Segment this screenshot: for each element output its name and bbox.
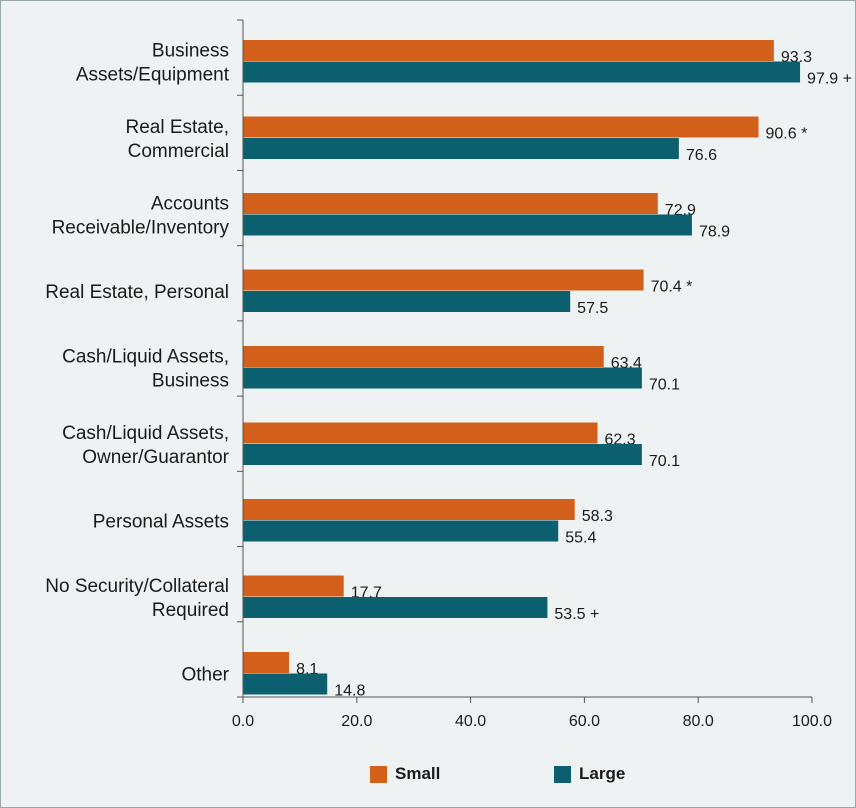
value-label-large-7: 53.5 + (554, 606, 599, 623)
bar-small-4 (243, 346, 604, 367)
bar-large-6 (243, 520, 559, 542)
category-label-1: Real Estate, Commercial (126, 117, 230, 162)
legend-swatch-small (370, 765, 387, 783)
bar-small-6 (243, 499, 575, 520)
value-label-large-3: 57.5 (577, 300, 608, 317)
x-tick-label-3: 60.0 (569, 713, 600, 730)
bar-large-0 (243, 61, 801, 83)
category-label-0: Business Assets/Equipment (76, 40, 230, 85)
value-label-small-1: 90.6 * (766, 126, 808, 143)
value-label-large-6: 55.4 (565, 530, 596, 547)
x-tick-label-1: 20.0 (341, 713, 372, 730)
x-tick-label-2: 40.0 (455, 713, 486, 730)
bar-large-3 (243, 291, 571, 312)
legend-label-small: Small (395, 764, 441, 783)
bar-small-7 (243, 575, 344, 597)
legend: Small Large (0, 764, 856, 788)
bar-large-4 (243, 367, 642, 389)
bar-large-8 (243, 673, 328, 695)
legend-label-large: Large (579, 764, 626, 783)
value-label-large-5: 70.1 (649, 453, 680, 470)
bar-small-8 (243, 652, 290, 673)
value-label-large-0: 97.9 + (807, 71, 852, 88)
x-tick-label-0: 0.0 (232, 713, 254, 730)
x-tick-label-5: 100.0 (792, 713, 832, 730)
bar-large-5 (243, 444, 642, 465)
legend-item-large: Large (554, 764, 625, 784)
legend-swatch-large (554, 765, 571, 783)
category-label-8: Other (181, 664, 229, 685)
category-label-3: Real Estate, Personal (45, 282, 229, 303)
category-label-5: Cash/Liquid Assets, Owner/Guarantor (62, 423, 230, 468)
bar-small-1 (243, 116, 759, 138)
legend-item-small: Small (370, 764, 440, 784)
category-label-7: No Security/Collateral Required (45, 576, 229, 621)
bar-large-2 (243, 214, 692, 236)
x-tick-label-4: 80.0 (683, 713, 714, 730)
bar-large-7 (243, 597, 548, 618)
bar-small-2 (243, 193, 658, 214)
bar-large-1 (243, 138, 679, 159)
category-label-2: Accounts Receivable/Inventory (52, 193, 230, 238)
category-label-4: Cash/Liquid Assets, Business (62, 346, 229, 391)
bar-small-5 (243, 422, 598, 444)
value-label-large-1: 76.6 (686, 147, 717, 164)
bar-small-0 (243, 40, 774, 61)
value-label-large-8: 14.8 (334, 683, 365, 700)
value-label-large-2: 78.9 (699, 224, 730, 241)
category-label-6: Personal Assets (93, 511, 229, 532)
value-label-small-3: 70.4 * (651, 279, 693, 296)
value-label-small-6: 58.3 (582, 508, 613, 525)
value-label-large-4: 70.1 (649, 377, 680, 394)
bar-small-3 (243, 269, 644, 291)
